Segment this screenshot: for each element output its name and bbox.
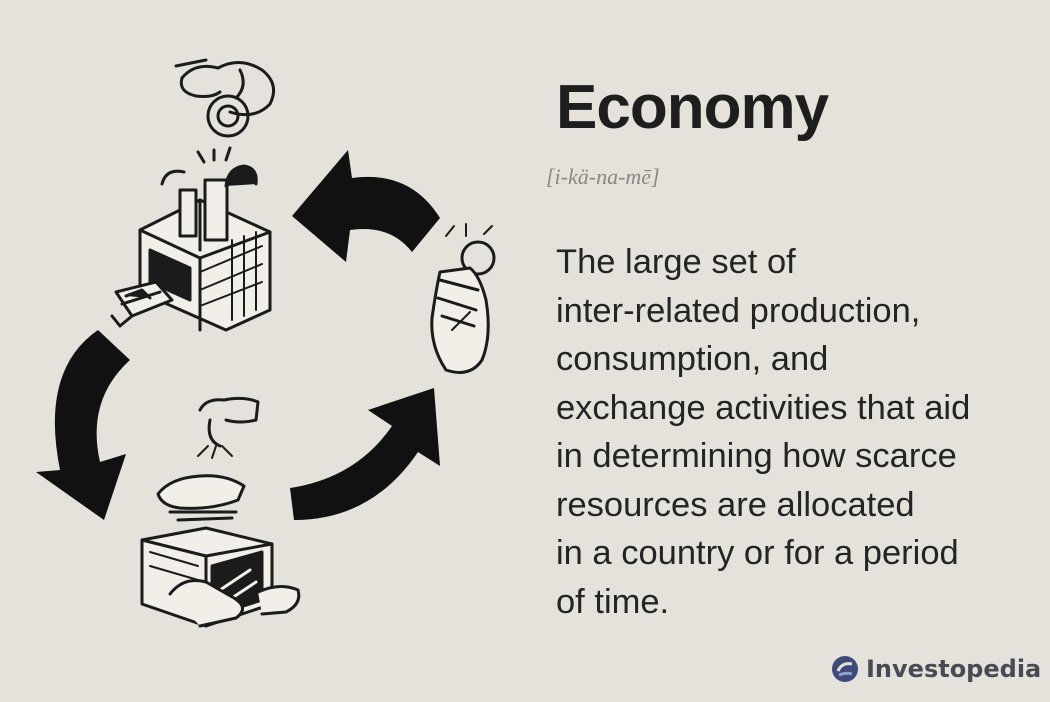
handshake-icon	[156, 396, 260, 522]
definition-line: in a country or for a period	[556, 534, 959, 572]
delivery-box-icon	[140, 526, 301, 628]
definition-line: The large set of	[556, 243, 796, 281]
definition-line: exchange activities that aid	[556, 388, 971, 427]
factory-icon	[110, 146, 272, 332]
definition-line: resources are allocated	[556, 485, 915, 524]
page-title: Economy	[556, 73, 829, 142]
hand-coin-icon	[174, 58, 276, 138]
investopedia-logo[interactable]: Investopedia	[830, 654, 1041, 684]
economy-cycle-illustration	[0, 0, 520, 702]
definition-line: in determining how scarce	[556, 437, 957, 475]
brand-name: Investopedia	[866, 655, 1042, 683]
definition-line: inter-related production,	[556, 291, 921, 330]
definition-text: The large set of inter-related productio…	[556, 238, 1036, 626]
definition-line: of time.	[556, 582, 670, 621]
definition-line: consumption, and	[556, 340, 829, 378]
cycle-arrows-icon	[36, 150, 440, 520]
brand-logo-icon	[832, 656, 858, 682]
pronunciation: [i-kä-na-mē]	[546, 164, 660, 189]
hand-money-icon	[430, 223, 496, 374]
